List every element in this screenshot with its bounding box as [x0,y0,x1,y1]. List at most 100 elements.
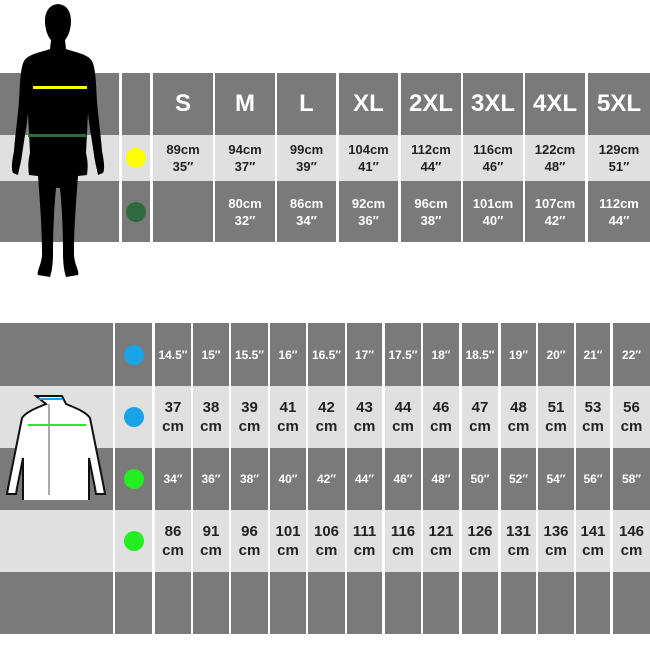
cell-text: 116cm [473,142,513,157]
cell-text: 40″ [482,212,504,228]
cell-text: 17″ [354,347,375,362]
cell-text: 80cm [228,195,262,211]
cell-text: 41″ [358,159,379,174]
cell-text: 107cm [534,195,576,211]
cell-text: 15″ [201,347,221,362]
cell-text: 91 [202,523,220,540]
measurement-cell: 136 cm [538,510,574,572]
cell-text: 18.5″ [465,347,495,362]
measurement-cell: 56 cm [613,386,650,448]
cell-text: 112cm [411,142,451,157]
size-label: M [235,90,255,117]
measurement-cell: 21″ [576,323,610,386]
cell-text: 146 [618,523,645,540]
measurement-cell: 80cm 32″ [215,181,275,242]
measurement-cell [462,572,498,634]
measurement-cell: 43 cm [347,386,382,448]
measurement-cell: 129cm 51″ [588,135,650,181]
measurement-cell: 44″ [347,448,382,510]
cell-text: 86cm [289,195,324,211]
measurement-cell [153,181,213,242]
cell-text: 131 [505,523,532,540]
cell-text: 42 [318,399,335,416]
cell-text: 101 [275,523,301,540]
cell-text: cm [353,542,376,559]
cell-text: cm [162,542,184,559]
waist-line [28,134,86,137]
measurement-cell: 111 cm [347,510,382,572]
cell-text: 50″ [470,472,490,486]
cell-text: 52″ [508,472,529,486]
cell-text: 136 [543,523,569,540]
measurement-cell: 40″ [270,448,306,510]
marker-cell [122,73,150,135]
cell-text: 16.5″ [311,347,342,362]
measurement-cell: 18.5″ [462,323,498,386]
measurement-cell [270,572,306,634]
cell-text: 36″ [201,472,221,486]
cell-text: 34″ [163,472,183,486]
measurement-cell: 99cm 39″ [277,135,336,181]
measurement-cell: 131 cm [501,510,536,572]
cell-text: 53 [584,399,602,416]
measurement-cell: 19″ [501,323,536,386]
measurement-cell: 51 cm [538,386,574,448]
cell-text: 141 [580,523,606,540]
measurement-cell: 22″ [613,323,650,386]
cell-text: 44″ [354,472,375,486]
cell-text: 17.5″ [388,347,418,362]
measurement-cell: 146 cm [613,510,650,572]
cell-text: cm [469,418,491,435]
measurement-cell: 141 cm [576,510,610,572]
shirt-icon [5,395,107,500]
size-header: XL [339,73,398,135]
cell-text: 92cm [351,195,386,211]
cell-text: cm [200,542,222,559]
measurement-cell: 104cm 41″ [339,135,398,181]
chest-dot-icon [126,148,146,168]
measurement-cell: 15″ [193,323,229,386]
cell-text: 47 [471,399,489,416]
cell-text: 112cm [599,195,639,211]
man-silhouette-icon [11,4,105,277]
size-label: 4XL [532,90,577,117]
cell-text: cm [315,418,338,435]
cell-text: 121 [428,523,454,540]
measurement-cell [347,572,382,634]
measurement-cell: 20″ [538,323,574,386]
measurement-cell [501,572,536,634]
cell-text: 51 [547,399,565,416]
size-label: XL [353,90,384,117]
measurement-cell: 86 cm [155,510,191,572]
cell-text: 39 [241,399,258,416]
measurement-cell: 52″ [501,448,536,510]
chest-cm-dot-icon [124,531,144,551]
measurement-cell [613,572,650,634]
cell-text: 38″ [239,472,260,486]
cell-text: 54″ [546,472,566,486]
measurement-cell: 112cm 44″ [401,135,461,181]
measurement-cell: 48 cm [501,386,536,448]
chest-line [33,86,87,89]
cell-text: 46″ [393,472,413,486]
cell-text: 51″ [608,159,630,174]
cell-text: cm [392,542,414,559]
cell-text: 39″ [296,159,317,174]
measurement-cell: 48″ [423,448,459,510]
measurement-cell: 56″ [576,448,610,510]
measurement-cell: 91 cm [193,510,229,572]
cell-text: 96cm [414,195,448,211]
cell-text: 38 [202,399,220,416]
cell-text: cm [277,542,299,559]
cell-text: 126 [467,523,493,540]
measurement-cell: 14.5″ [155,323,191,386]
measurement-cell: 96 cm [231,510,268,572]
cell-text: cm [469,542,491,559]
size-header: M [215,73,275,135]
measurement-cell: 121 cm [423,510,459,572]
cell-text: cm [507,542,530,559]
cell-text: 48″ [544,159,566,174]
size-label: S [174,90,191,117]
cell-text: cm [353,418,376,435]
size-header: 5XL [588,73,650,135]
